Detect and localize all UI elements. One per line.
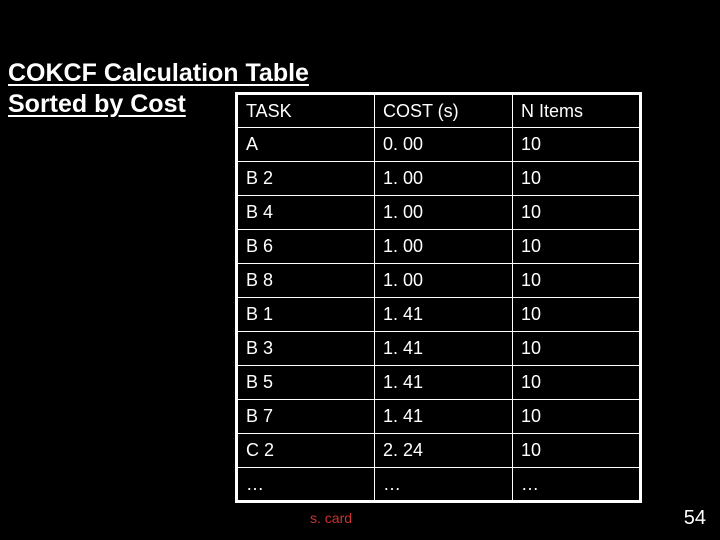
table-row: B 3 1. 41 10 xyxy=(237,332,641,366)
cost-table: TASK COST (s) N Items A 0. 00 10 B 2 1. … xyxy=(235,92,642,503)
table-row: B 8 1. 00 10 xyxy=(237,264,641,298)
cell-items: 10 xyxy=(513,298,641,332)
cell-items: 10 xyxy=(513,366,641,400)
cell-task: B 4 xyxy=(237,196,375,230)
cell-cost: 1. 41 xyxy=(375,298,513,332)
table-row: … … … xyxy=(237,468,641,502)
cell-cost: 1. 41 xyxy=(375,400,513,434)
cell-items: 10 xyxy=(513,434,641,468)
cell-task: B 3 xyxy=(237,332,375,366)
cell-task: B 5 xyxy=(237,366,375,400)
title-line-1: COKCF Calculation Table xyxy=(8,58,309,89)
cell-items: 10 xyxy=(513,128,641,162)
cell-cost: 0. 00 xyxy=(375,128,513,162)
slide-number: 54 xyxy=(684,507,706,530)
table-row: B 4 1. 00 10 xyxy=(237,196,641,230)
cell-cost: 1. 41 xyxy=(375,366,513,400)
cell-items: … xyxy=(513,468,641,502)
cell-items: 10 xyxy=(513,162,641,196)
cell-task: B 2 xyxy=(237,162,375,196)
cell-task: … xyxy=(237,468,375,502)
cell-items: 10 xyxy=(513,332,641,366)
col-header-cost: COST (s) xyxy=(375,94,513,128)
cell-task: A xyxy=(237,128,375,162)
cell-cost: 1. 41 xyxy=(375,332,513,366)
cell-cost: 2. 24 xyxy=(375,434,513,468)
cell-cost: 1. 00 xyxy=(375,230,513,264)
table-body: A 0. 00 10 B 2 1. 00 10 B 4 1. 00 10 B 6… xyxy=(237,128,641,502)
table-row: C 2 2. 24 10 xyxy=(237,434,641,468)
table-row: B 2 1. 00 10 xyxy=(237,162,641,196)
cell-task: B 7 xyxy=(237,400,375,434)
cell-items: 10 xyxy=(513,400,641,434)
cell-cost: 1. 00 xyxy=(375,162,513,196)
cell-task: B 8 xyxy=(237,264,375,298)
cell-items: 10 xyxy=(513,230,641,264)
table-header-row: TASK COST (s) N Items xyxy=(237,94,641,128)
cell-task: B 1 xyxy=(237,298,375,332)
cell-task: B 6 xyxy=(237,230,375,264)
col-header-task: TASK xyxy=(237,94,375,128)
cell-cost: … xyxy=(375,468,513,502)
table-row: B 5 1. 41 10 xyxy=(237,366,641,400)
footer-author: s. card xyxy=(310,510,352,526)
table-row: B 1 1. 41 10 xyxy=(237,298,641,332)
table-row: B 6 1. 00 10 xyxy=(237,230,641,264)
cell-task: C 2 xyxy=(237,434,375,468)
table-row: A 0. 00 10 xyxy=(237,128,641,162)
cell-cost: 1. 00 xyxy=(375,264,513,298)
cell-cost: 1. 00 xyxy=(375,196,513,230)
cell-items: 10 xyxy=(513,264,641,298)
cell-items: 10 xyxy=(513,196,641,230)
col-header-items: N Items xyxy=(513,94,641,128)
table-row: B 7 1. 41 10 xyxy=(237,400,641,434)
